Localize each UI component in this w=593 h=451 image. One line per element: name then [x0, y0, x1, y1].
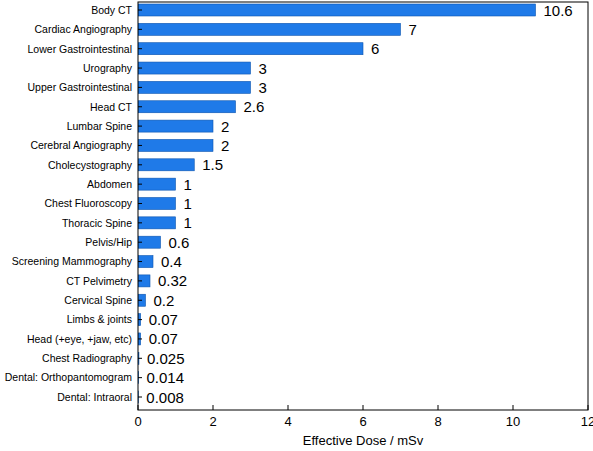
bar [138, 217, 176, 229]
tick-mark [138, 300, 142, 301]
tick-mark [288, 405, 289, 410]
data-label: 7 [409, 21, 417, 38]
tick-label: 8 [434, 414, 441, 429]
tick-mark [138, 203, 142, 204]
tick-mark [138, 377, 142, 378]
tick-mark [138, 164, 142, 165]
data-label: 0.014 [147, 369, 185, 386]
category-label: Urography [83, 62, 133, 74]
category-label: Cervical Spine [64, 294, 132, 306]
category-label: Cholecystography [48, 159, 133, 171]
tick-mark [363, 405, 364, 410]
data-label: 3 [259, 79, 267, 96]
data-label: 1.5 [202, 156, 223, 173]
category-label: Cerebral Angiography [30, 139, 132, 151]
category-label: Dental: Orthopantomogram [5, 371, 132, 383]
tick-mark [138, 242, 142, 243]
tick-mark [138, 319, 142, 320]
category-label: Body CT [91, 4, 132, 16]
category-label: Abdomen [87, 178, 132, 190]
data-label: 0.6 [169, 234, 190, 251]
data-label: 0.008 [146, 389, 184, 406]
bar [138, 178, 176, 190]
tick-mark [138, 405, 139, 410]
tick-mark [588, 405, 589, 410]
bar [138, 43, 363, 55]
category-label: Upper Gastrointestinal [28, 81, 132, 93]
bars [138, 4, 536, 403]
data-label: 0.2 [154, 292, 175, 309]
category-label: Lower Gastrointestinal [28, 43, 132, 55]
tick-mark [138, 29, 142, 30]
tick-mark [138, 397, 142, 398]
data-label: 0.4 [161, 253, 182, 270]
tick-label: 6 [359, 414, 366, 429]
data-label: 0.025 [147, 350, 185, 367]
tick-mark [138, 358, 142, 359]
tick-mark [138, 184, 142, 185]
tick-mark [138, 222, 142, 223]
bar [138, 62, 251, 74]
data-label: 1 [184, 214, 192, 231]
data-label: 0.07 [149, 311, 178, 328]
data-label: 1 [184, 176, 192, 193]
tick-mark [138, 48, 142, 49]
tick-mark [438, 405, 439, 410]
data-label: 10.6 [544, 2, 573, 19]
data-label: 2 [221, 118, 229, 135]
data-label: 3 [259, 60, 267, 77]
tick-mark [513, 405, 514, 410]
tick-mark [138, 145, 142, 146]
data-label: 6 [371, 40, 379, 57]
tick-mark [138, 338, 142, 339]
tick-mark [213, 405, 214, 410]
data-label: 1 [184, 195, 192, 212]
category-label: Screening Mammography [12, 255, 133, 267]
tick-mark [138, 280, 142, 281]
tick-label: 10 [506, 414, 520, 429]
tick-label: 2 [209, 414, 216, 429]
tick-label: 4 [284, 414, 291, 429]
bar [138, 275, 150, 287]
bar [138, 23, 401, 35]
bar [138, 198, 176, 210]
category-label: Cardiac Angiography [35, 23, 133, 35]
tick-mark [138, 87, 142, 88]
tick-mark [138, 106, 142, 107]
bar [138, 120, 213, 132]
bar [138, 139, 213, 151]
category-label: Head CT [90, 101, 133, 113]
tick-mark [138, 126, 142, 127]
bar [138, 236, 161, 248]
category-label: Limbs & joints [67, 313, 132, 325]
axis-label: Effective Dose / mSv [303, 433, 424, 448]
tick-label: 12 [581, 414, 593, 429]
tick-mark [138, 261, 142, 262]
bar [138, 101, 236, 113]
tick-mark [138, 68, 142, 69]
data-label: 0.32 [158, 272, 187, 289]
chart: Body CT Cardiac Angiography Lower Gastroin… [0, 0, 593, 451]
tick-label: 0 [134, 414, 141, 429]
category-label: Dental: Intraoral [57, 391, 132, 403]
data-label: 2.6 [244, 98, 265, 115]
category-label: Chest Radiography [42, 352, 133, 364]
bar [138, 159, 194, 171]
tick-mark [138, 10, 142, 11]
category-label: Lumbar Spine [67, 120, 133, 132]
category-label: Thoracic Spine [62, 217, 132, 229]
data-label: 0.07 [149, 330, 178, 347]
category-label: Chest Fluoroscopy [44, 197, 132, 209]
category-label: CT Pelvimetry [66, 275, 132, 287]
bar [138, 4, 536, 16]
plot-frame [138, 2, 588, 410]
bar [138, 256, 153, 268]
bar [138, 81, 251, 93]
bar [138, 294, 146, 306]
data-label: 2 [221, 137, 229, 154]
category-label: Head (+eye, +jaw, etc) [27, 333, 132, 345]
category-label: Pelvis/Hip [85, 236, 132, 248]
